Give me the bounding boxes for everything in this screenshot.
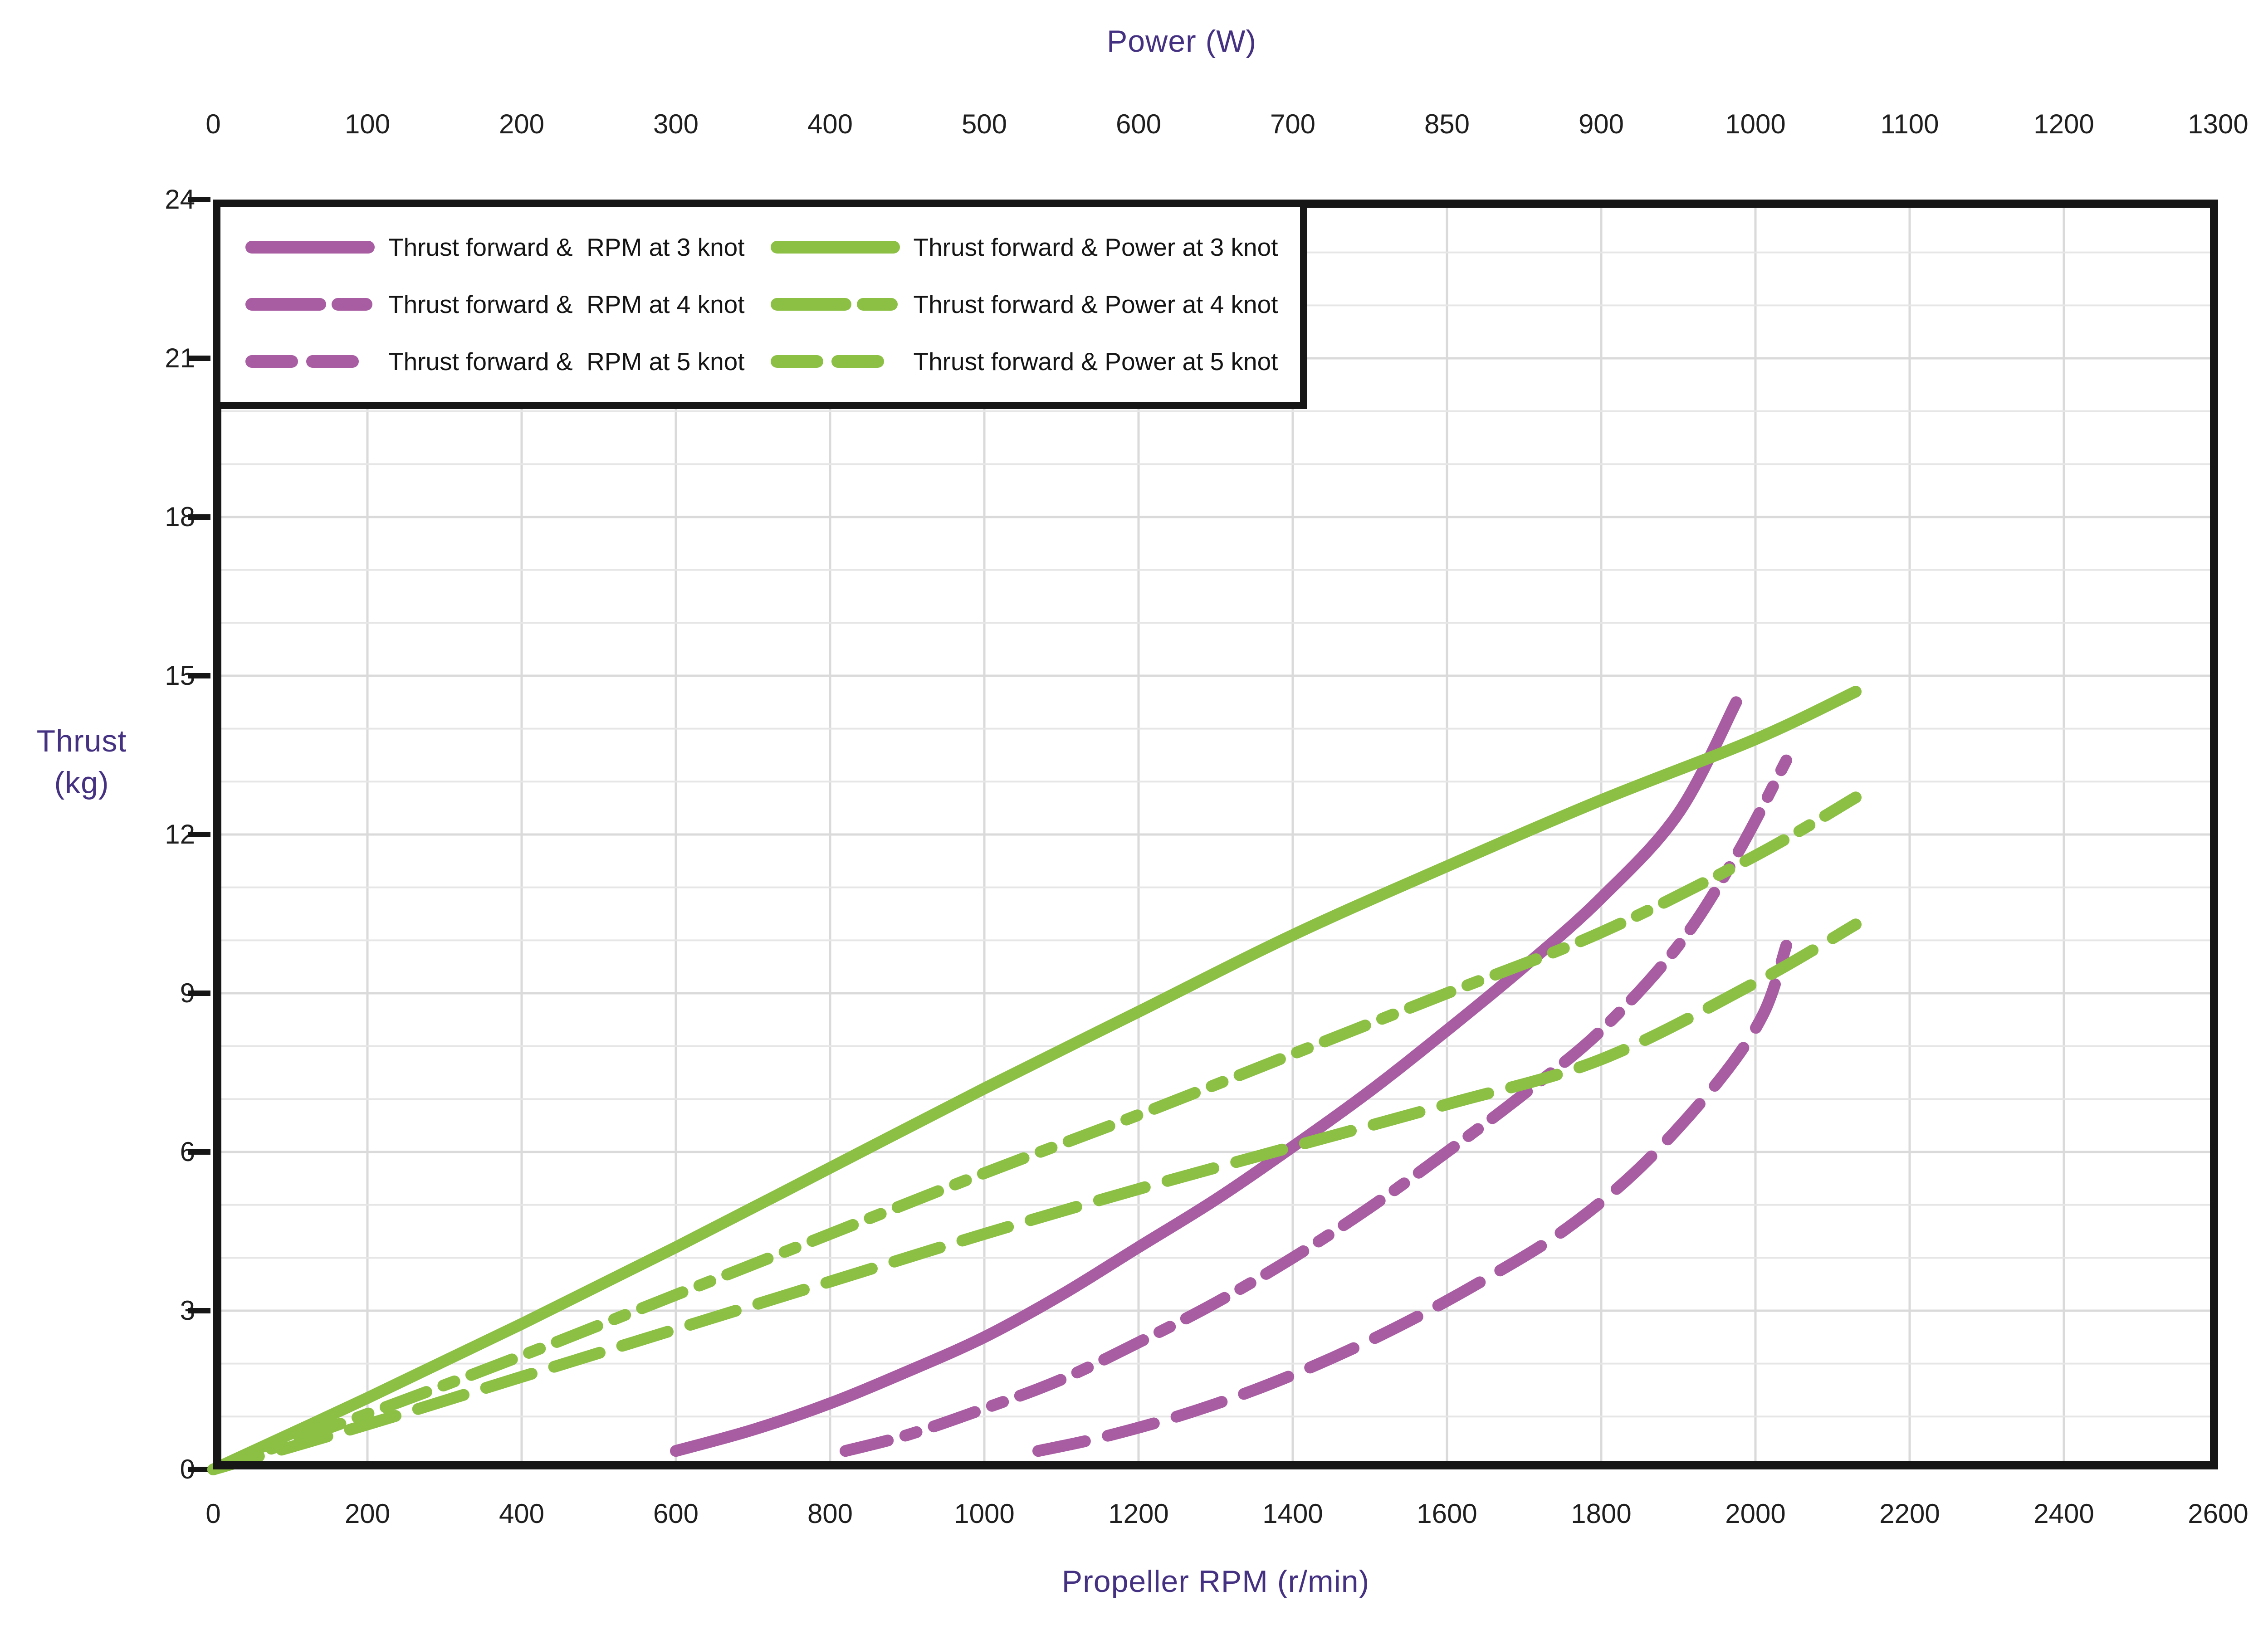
top-tick-label: 1100 (1880, 109, 1939, 139)
legend-item-rpm-5knot: Thrust forward & RPM at 5 knot (245, 347, 771, 376)
legend-swatch-dashed-purple (245, 355, 375, 368)
left-tick-label: 24 (165, 184, 195, 215)
legend-swatch-dashdot-purple (245, 298, 375, 311)
bottom-tick-label: 2600 (2188, 1498, 2248, 1529)
series-curve-3 (207, 686, 1862, 1475)
top-tick-label: 1200 (2033, 109, 2094, 139)
top-tick-label: 900 (1578, 109, 1624, 139)
legend-column-rpm: Thrust forward & RPM at 3 knot Thrust fo… (245, 219, 771, 390)
top-tick-label: 600 (1115, 109, 1162, 139)
top-tick-label: 200 (499, 109, 545, 139)
legend-item-power-3knot: Thrust forward & Power at 3 knot (770, 233, 1296, 262)
left-tick-label: 6 (180, 1137, 195, 1167)
top-tick-label: 400 (807, 109, 853, 139)
y-axis-title: Thrust (kg) (5, 720, 159, 804)
legend-column-power: Thrust forward & Power at 3 knot Thrust … (770, 219, 1296, 390)
left-tick-label: 18 (165, 502, 195, 532)
left-tick-label: 9 (180, 978, 195, 1008)
bottom-tick-label: 1800 (1571, 1498, 1632, 1529)
legend-label: Thrust forward & Power at 3 knot (913, 233, 1278, 261)
top-tick-label: 500 (961, 109, 1007, 139)
bottom-tick-label: 400 (499, 1498, 545, 1529)
y-axis-title-line1: Thrust (36, 724, 127, 758)
bottom-tick-label: 1600 (1417, 1498, 1477, 1529)
top-tick-label: 1000 (1725, 109, 1786, 139)
left-tick-label: 0 (180, 1454, 195, 1484)
legend-swatch-solid-green (770, 241, 900, 254)
top-tick-label: 700 (1270, 109, 1316, 139)
series-curve-0 (670, 696, 1742, 1457)
legend-swatch-solid-purple (245, 241, 375, 254)
x-axis-title: Propeller RPM (r/min) (1061, 1564, 1370, 1599)
top-tick-label: 300 (653, 109, 699, 139)
top-axis-title: Power (W) (1106, 24, 1257, 59)
legend: Thrust forward & RPM at 3 knot Thrust fo… (213, 200, 1307, 409)
bottom-tick-label: 2200 (1879, 1498, 1940, 1529)
legend-item-power-5knot: Thrust forward & Power at 5 knot (770, 347, 1296, 376)
y-axis-title-line2: (kg) (54, 766, 109, 800)
bottom-tick-label: 1000 (954, 1498, 1015, 1529)
bottom-tick-label: 0 (205, 1498, 221, 1529)
legend-item-rpm-4knot: Thrust forward & RPM at 4 knot (245, 290, 771, 319)
left-tick-label: 15 (165, 660, 195, 691)
legend-label: Thrust forward & Power at 4 knot (913, 290, 1278, 318)
left-tick-label: 3 (180, 1295, 195, 1326)
legend-label: Thrust forward & RPM at 5 knot (388, 347, 745, 376)
bottom-tick-label: 600 (653, 1498, 699, 1529)
series-curve-5 (207, 918, 1862, 1475)
top-tick-label: 850 (1424, 109, 1470, 139)
legend-item-rpm-3knot: Thrust forward & RPM at 3 knot (245, 233, 771, 262)
series-curve-4 (207, 791, 1862, 1475)
top-tick-label: 100 (344, 109, 391, 139)
bottom-tick-label: 200 (344, 1498, 391, 1529)
top-tick-label: 0 (205, 109, 221, 139)
legend-label: Thrust forward & RPM at 4 knot (388, 290, 745, 318)
bottom-tick-label: 800 (807, 1498, 853, 1529)
left-tick-label: 12 (165, 819, 195, 849)
series-curve-1 (840, 754, 1792, 1457)
bottom-tick-label: 1200 (1108, 1498, 1169, 1529)
left-tick-label: 21 (165, 343, 195, 373)
series-curve-2 (1032, 940, 1792, 1457)
legend-item-power-4knot: Thrust forward & Power at 4 knot (770, 290, 1296, 319)
legend-label: Thrust forward & Power at 5 knot (913, 347, 1278, 376)
bottom-tick-label: 2400 (2033, 1498, 2094, 1529)
legend-swatch-dashdot-green (770, 298, 900, 311)
bottom-tick-label: 1400 (1262, 1498, 1323, 1529)
top-tick-label: 1300 (2188, 109, 2248, 139)
bottom-tick-label: 2000 (1725, 1498, 1786, 1529)
legend-swatch-dashed-green (770, 355, 900, 368)
legend-label: Thrust forward & RPM at 3 knot (388, 233, 745, 261)
